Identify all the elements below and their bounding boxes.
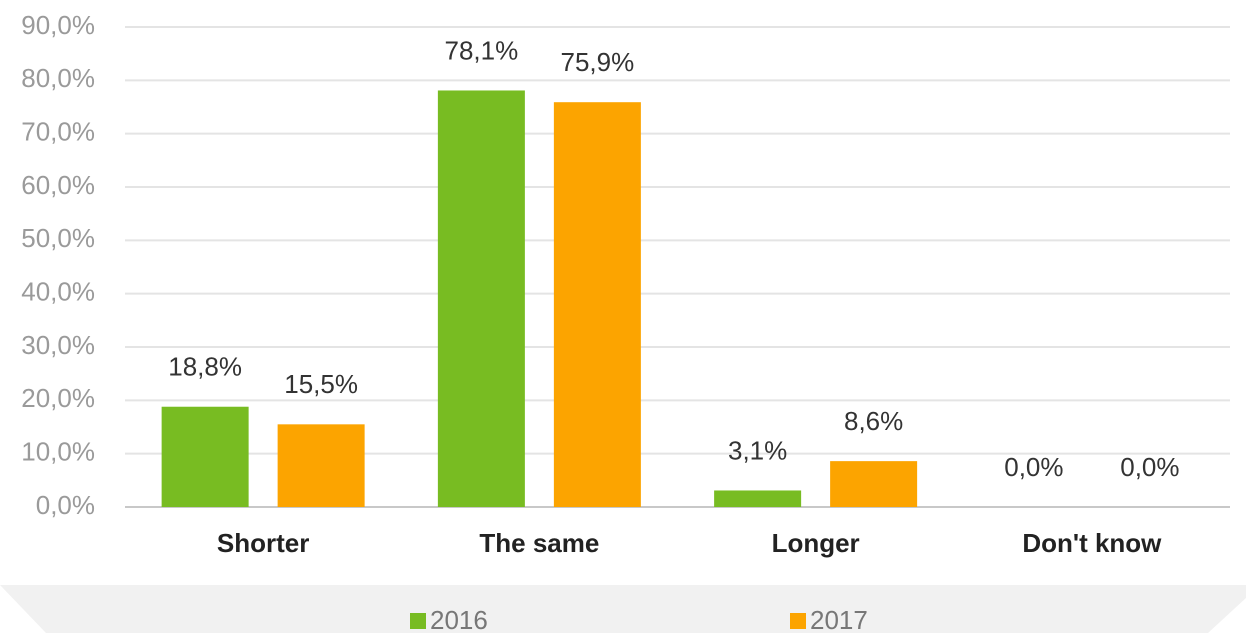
y-tick-label: 0,0% [36,490,95,520]
bar [830,461,918,507]
bar [553,102,641,507]
y-tick-label: 70,0% [21,117,95,147]
bar [161,406,249,507]
legend-label: 2016 [430,605,488,633]
legend-label: 2017 [810,605,868,633]
bar [437,90,525,507]
y-tick-label: 30,0% [21,330,95,360]
value-label: 15,5% [284,369,358,399]
value-label: 0,0% [1120,452,1179,482]
legend-background [0,585,1246,633]
value-label: 75,9% [561,47,635,77]
x-tick-label: Shorter [217,528,309,558]
y-tick-label: 80,0% [21,63,95,93]
y-tick-label: 40,0% [21,277,95,307]
value-label: 3,1% [728,435,787,465]
bar [714,490,802,507]
value-label: 18,8% [168,352,242,382]
x-tick-label: Don't know [1022,528,1162,558]
y-tick-label: 50,0% [21,223,95,253]
value-label: 78,1% [445,35,519,65]
legend-swatch [790,613,806,629]
x-tick-label: The same [479,528,599,558]
value-label: 0,0% [1004,452,1063,482]
legend-swatch [410,613,426,629]
y-tick-label: 10,0% [21,437,95,467]
y-tick-label: 20,0% [21,383,95,413]
x-tick-label: Longer [772,528,860,558]
y-tick-label: 60,0% [21,170,95,200]
y-tick-label: 90,0% [21,10,95,40]
bar [277,424,365,507]
value-label: 8,6% [844,406,903,436]
